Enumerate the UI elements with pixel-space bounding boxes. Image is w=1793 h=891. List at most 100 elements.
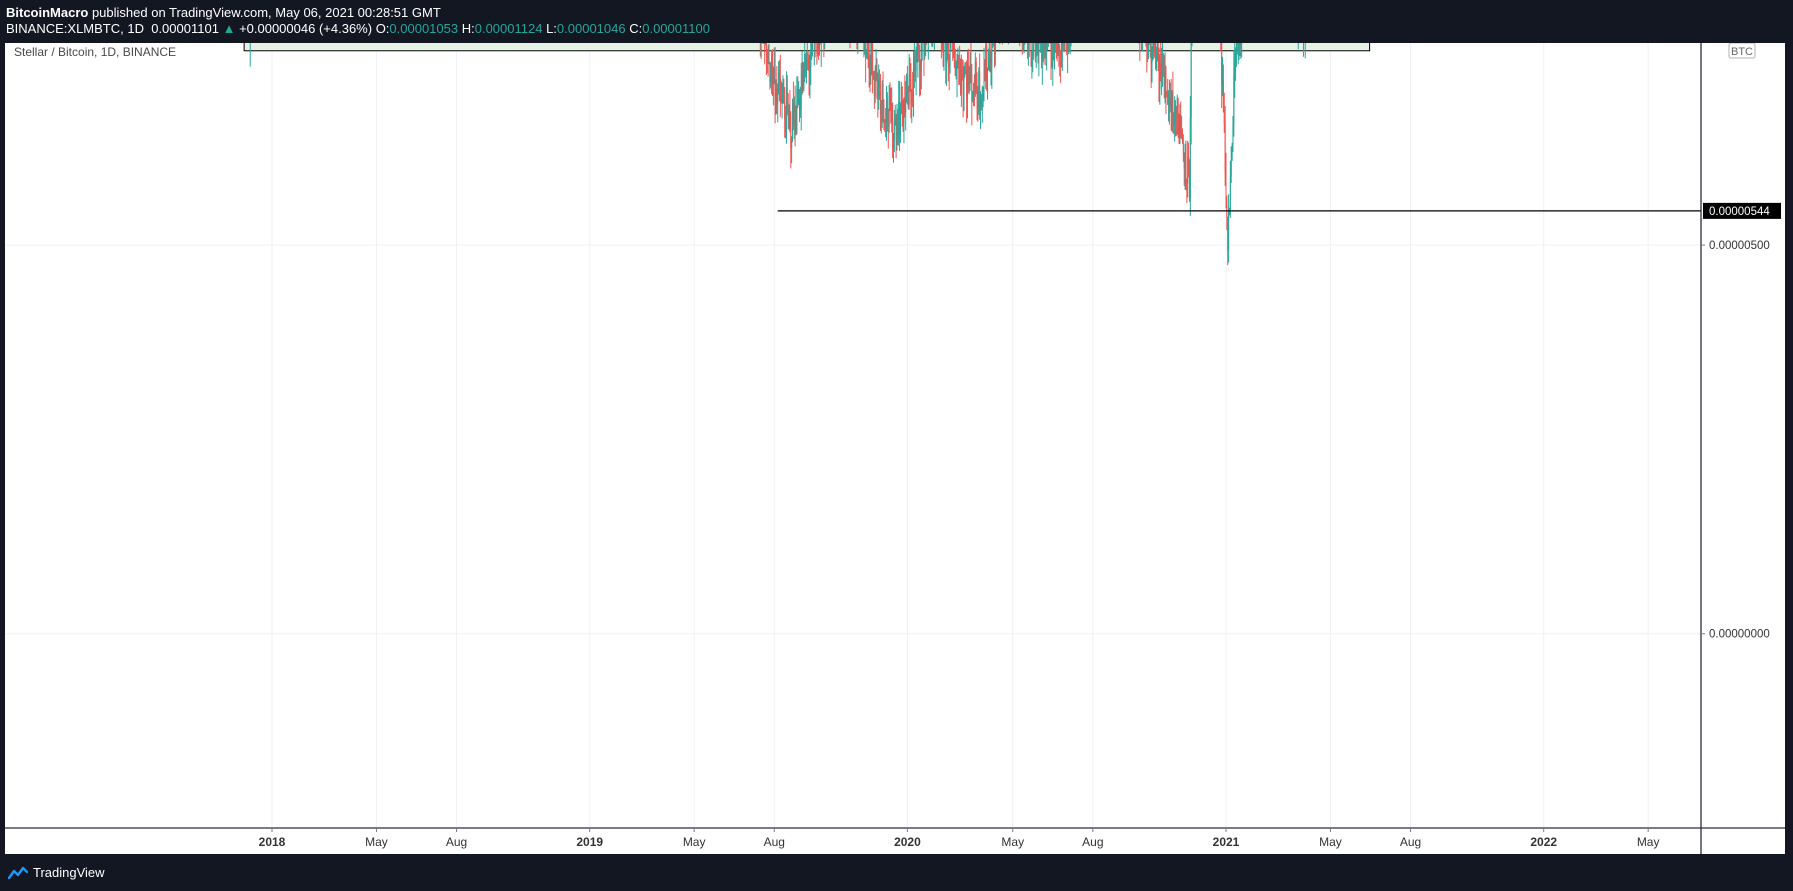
time-axis[interactable]: 2018 May Aug 2019 May Aug 2020 May Aug 2021 May Aug…: [5, 827, 1785, 849]
candle-body: [879, 87, 881, 114]
candle-body: [1053, 45, 1055, 54]
time-tick-label: Aug: [446, 835, 467, 849]
candle-body: [1182, 143, 1184, 155]
candle-body: [980, 100, 982, 111]
candle-body: [1050, 40, 1052, 55]
candle-body: [1177, 97, 1179, 135]
candle-body: [982, 88, 984, 89]
candle-body: [913, 64, 915, 70]
candle-body: [807, 60, 809, 63]
symbol-label: BINANCE:XLMBTC, 1D: [6, 21, 144, 36]
time-tick-label: May: [1637, 835, 1660, 849]
candle-body: [989, 49, 991, 70]
candle-body: [1239, 33, 1241, 46]
candle-body: [919, 71, 921, 72]
candle-body: [809, 66, 811, 74]
candle-body: [1175, 116, 1177, 118]
candle-body: [1228, 208, 1230, 251]
candle-body: [886, 98, 888, 122]
candle-body: [1152, 27, 1154, 48]
candle-body: [1225, 172, 1227, 206]
candle-body: [864, 33, 866, 51]
candle-body: [763, 22, 765, 44]
candle-body: [987, 52, 989, 70]
candle-body: [1183, 154, 1185, 170]
candle-body: [794, 103, 796, 128]
tradingview-icon: [8, 866, 28, 879]
chart-panel[interactable]: 0.000021210.000014780.000005440.00001100…: [5, 0, 1785, 854]
candle-body: [978, 71, 980, 108]
candle-body: [785, 92, 787, 133]
candle-body: [782, 94, 784, 97]
candle-body: [1057, 44, 1059, 54]
candle-body: [788, 111, 790, 113]
candle-body: [953, 47, 955, 51]
candle-body: [892, 103, 894, 149]
candle-body: [1159, 63, 1161, 90]
currency-badge: BTC: [1728, 42, 1756, 59]
author-name[interactable]: BitcoinMacro: [6, 5, 89, 20]
candle-body: [914, 64, 916, 71]
candle-body: [975, 61, 977, 91]
candle-body: [878, 80, 880, 97]
candle-body: [874, 72, 876, 97]
candle-body: [1168, 100, 1170, 107]
low-value: 0.00001046: [556, 21, 626, 36]
candle-body: [1157, 36, 1159, 60]
candle-body: [970, 63, 972, 75]
publish-info: BitcoinMacro published on TradingView.co…: [6, 5, 441, 20]
candle-body: [887, 119, 889, 127]
candle-body: [1035, 46, 1037, 58]
candle-body: [993, 27, 995, 55]
tradingview-logo[interactable]: TradingView: [8, 865, 105, 880]
candle-body: [1160, 63, 1162, 82]
candle-body: [1154, 34, 1156, 52]
candle-body: [915, 58, 917, 71]
candle-body: [1155, 53, 1157, 69]
candle-body: [869, 70, 871, 74]
candle-body: [1190, 38, 1192, 118]
candle-body: [1240, 30, 1242, 46]
candle-body: [972, 91, 974, 101]
candle-body: [796, 88, 798, 131]
candle-body: [870, 56, 872, 74]
candle-body: [896, 123, 898, 143]
candle-body: [963, 75, 965, 95]
chart-title: Stellar / Bitcoin, 1D, BINANCE: [14, 45, 176, 59]
candle-body: [1043, 29, 1045, 48]
level-price-label: 0.00000544: [1709, 206, 1770, 218]
candle-body: [973, 91, 975, 96]
candle-body: [899, 111, 901, 135]
candle-body: [866, 54, 868, 59]
candle-body: [884, 120, 886, 124]
candle-body: [1163, 71, 1165, 86]
candle-body: [900, 86, 902, 112]
price-axis[interactable]: 0.000000000.000005000.000010000.00001500…: [1700, 43, 1770, 854]
candle-body: [942, 43, 944, 56]
candle-body: [785, 119, 787, 133]
candle-body: [1165, 72, 1167, 92]
price-chart[interactable]: 0.000021210.000014780.000005440.00001100…: [5, 0, 1785, 854]
header-bar: BitcoinMacro published on TradingView.co…: [0, 0, 1793, 43]
published-text: published on TradingView.com, May 06, 20…: [88, 5, 441, 20]
candle-body: [1033, 23, 1035, 46]
high-value: 0.00001124: [474, 21, 543, 36]
candle-body: [800, 86, 802, 109]
candle-body: [1150, 35, 1152, 65]
candle-body: [784, 103, 786, 120]
candle-body: [1229, 176, 1231, 212]
candle-body: [1038, 21, 1040, 55]
candle-body: [797, 88, 799, 106]
level-price-tag: [1703, 202, 1781, 219]
up-arrow-icon: ▲: [222, 21, 236, 36]
candle-body: [1181, 134, 1183, 144]
candle-body: [897, 123, 899, 140]
candles: [244, 0, 1312, 266]
candle-body: [1233, 74, 1235, 126]
candle-body: [908, 75, 910, 106]
candle-body: [778, 72, 780, 89]
candle-body: [966, 65, 968, 100]
candle-body: [903, 99, 905, 125]
candle-body: [946, 39, 948, 64]
candle-body: [885, 121, 887, 124]
